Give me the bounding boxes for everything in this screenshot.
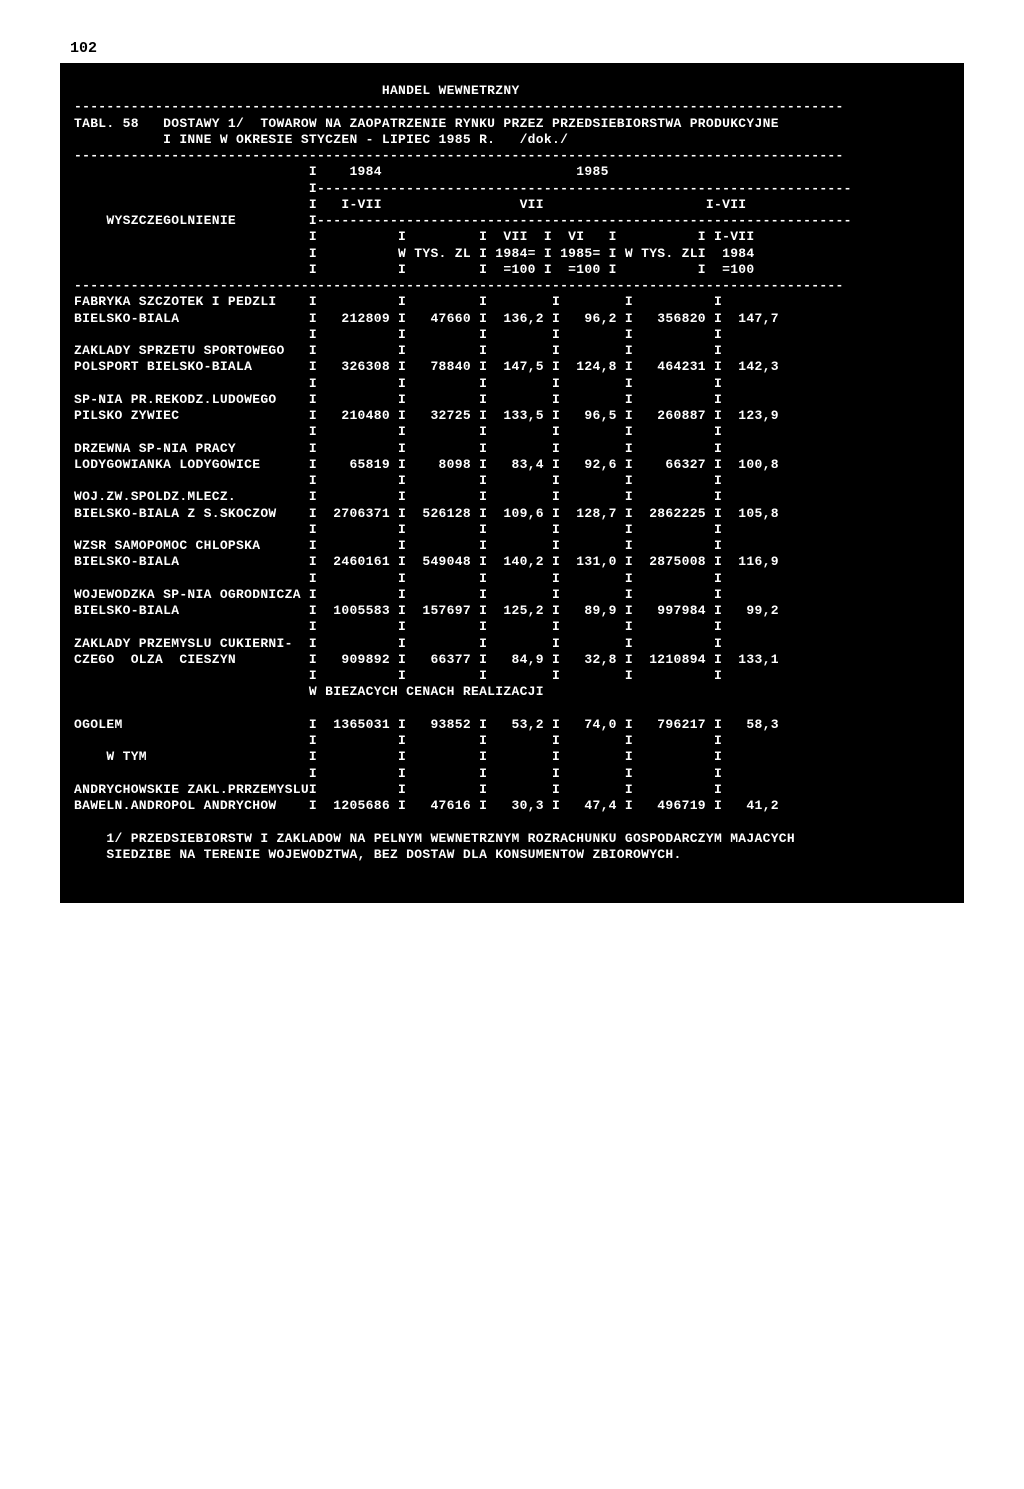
report-table: HANDEL WEWNETRZNY ----------------------… xyxy=(60,63,964,903)
page-number: 102 xyxy=(60,40,964,63)
page: 102 HANDEL WEWNETRZNY ------------------… xyxy=(0,0,1024,1489)
